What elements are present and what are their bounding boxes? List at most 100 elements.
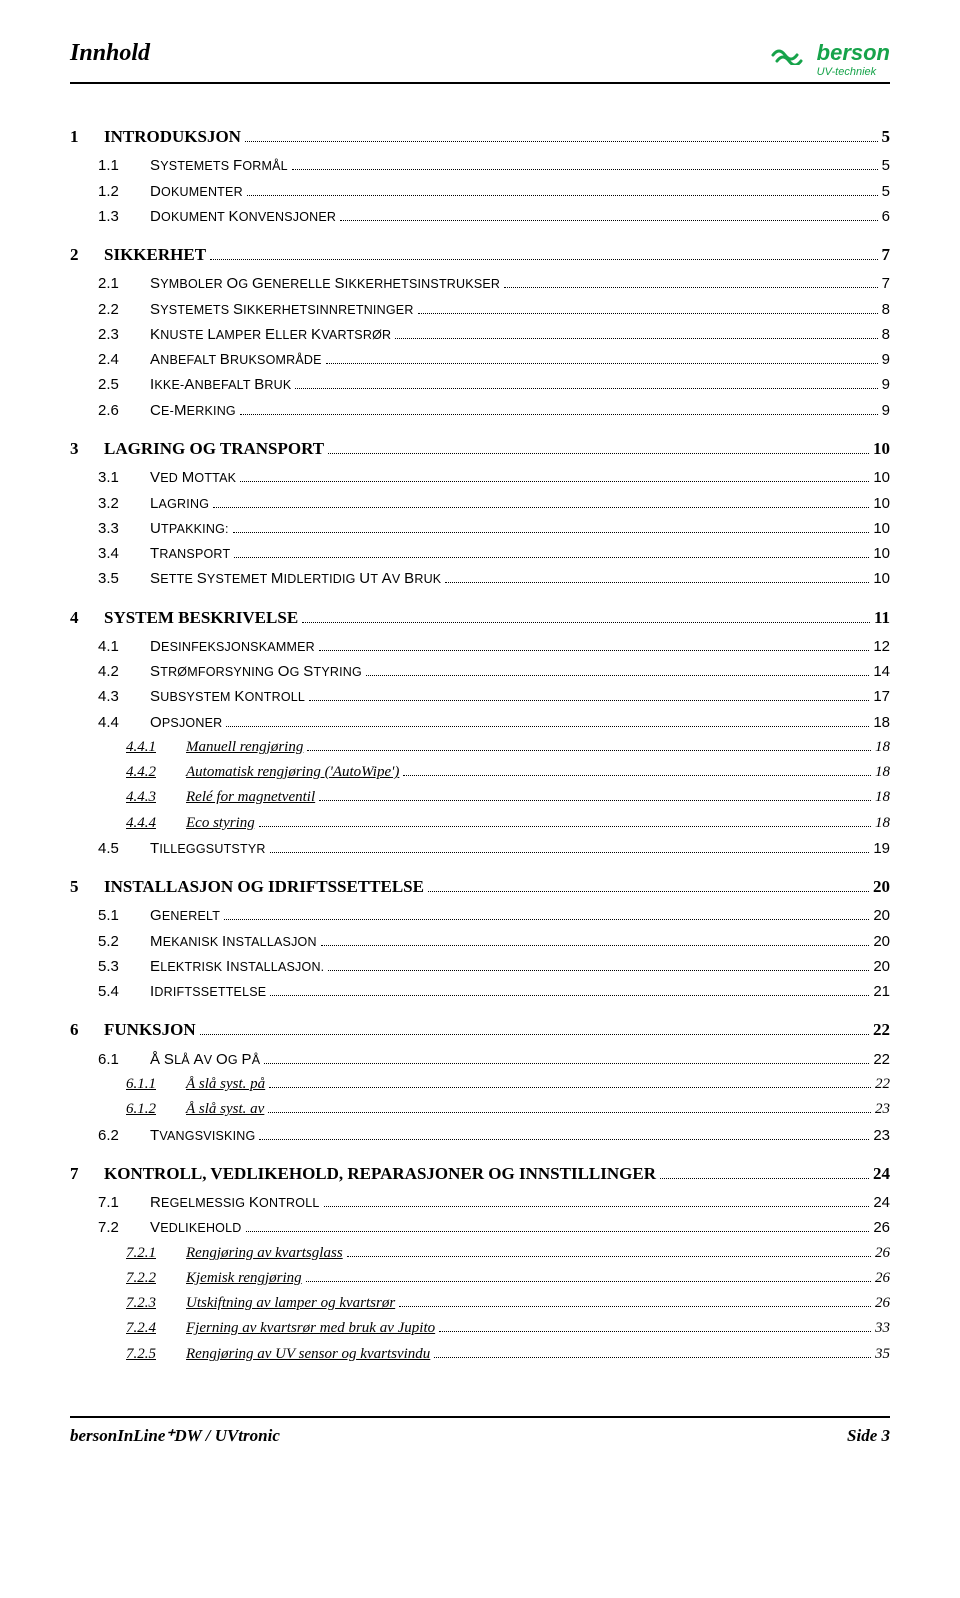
- toc-entry[interactable]: 5INSTALLASJON OG IDRIFTSSETTELSE20: [70, 874, 890, 900]
- toc-entry[interactable]: 3.1VED MOTTAK10: [98, 466, 890, 489]
- toc-page: 22: [875, 1073, 890, 1096]
- toc-entry[interactable]: 2.3KNUSTE LAMPER ELLER KVARTSRØR8: [98, 323, 890, 346]
- toc-label: SUBSYSTEM KONTROLL: [150, 685, 305, 708]
- toc-entry[interactable]: 4.1DESINFEKSJONSKAMMER12: [98, 635, 890, 658]
- toc-label: Automatisk rengjøring ('AutoWipe'): [186, 761, 399, 784]
- toc-leader: [434, 1357, 871, 1358]
- toc-number: 6.1: [98, 1048, 150, 1071]
- toc-leader: [324, 1206, 870, 1207]
- toc-number: 4.4.4: [126, 812, 186, 835]
- toc-entry[interactable]: 6.1Å SLÅ AV OG PÅ22: [98, 1048, 890, 1071]
- toc-label: DESINFEKSJONSKAMMER: [150, 635, 315, 658]
- toc-entry[interactable]: 7.2.5Rengjøring av UV sensor og kvartsvi…: [126, 1343, 890, 1366]
- toc-label: Utskiftning av lamper og kvartsrør: [186, 1292, 395, 1315]
- toc-label: INSTALLASJON OG IDRIFTSSETTELSE: [104, 874, 424, 900]
- toc-entry[interactable]: 1.3DOKUMENT KONVENSJONER6: [98, 205, 890, 228]
- toc-leader: [295, 388, 877, 389]
- toc-label: Rengjøring av UV sensor og kvartsvindu: [186, 1343, 430, 1366]
- toc-leader: [234, 557, 869, 558]
- toc-entry[interactable]: 2.6CE-MERKING9: [98, 399, 890, 422]
- toc-number: 3: [70, 436, 104, 462]
- toc-label: DOKUMENTER: [150, 180, 243, 203]
- toc-page: 8: [882, 323, 890, 346]
- toc-entry[interactable]: 2.1SYMBOLER OG GENERELLE SIKKERHETSINSTR…: [98, 272, 890, 295]
- toc-leader: [269, 1087, 871, 1088]
- toc-leader: [213, 507, 869, 508]
- toc-entry[interactable]: 1.1SYSTEMETS FORMÅL5: [98, 154, 890, 177]
- toc-page: 23: [875, 1098, 890, 1121]
- toc-number: 7.2.4: [126, 1317, 186, 1340]
- toc-entry[interactable]: 7.2.2Kjemisk rengjøring26: [126, 1267, 890, 1290]
- toc-entry[interactable]: 4.4OPSJONER18: [98, 711, 890, 734]
- toc-entry[interactable]: 1.2DOKUMENTER5: [98, 180, 890, 203]
- toc-entry[interactable]: 4.2STRØMFORSYNING OG STYRING14: [98, 660, 890, 683]
- toc-entry[interactable]: 7.1REGELMESSIG KONTROLL24: [98, 1191, 890, 1214]
- toc-page: 12: [873, 635, 890, 658]
- toc-page: 35: [875, 1343, 890, 1366]
- toc-label: MEKANISK INSTALLASJON: [150, 930, 317, 953]
- toc-leader: [660, 1178, 869, 1179]
- toc-label: REGELMESSIG KONTROLL: [150, 1191, 320, 1214]
- toc-entry[interactable]: 4.5TILLEGGSUTSTYR19: [98, 837, 890, 860]
- toc-entry[interactable]: 7.2VEDLIKEHOLD26: [98, 1216, 890, 1239]
- toc-leader: [319, 650, 869, 651]
- toc-entry[interactable]: 3.3UTPAKKING:10: [98, 517, 890, 540]
- toc-entry[interactable]: 5.4 IDRIFTSSETTELSE21: [98, 980, 890, 1003]
- toc-entry[interactable]: 2.2SYSTEMETS SIKKERHETSINNRETNINGER8: [98, 298, 890, 321]
- toc-page: 24: [873, 1191, 890, 1214]
- toc-entry[interactable]: 4.4.2Automatisk rengjøring ('AutoWipe')1…: [126, 761, 890, 784]
- toc-entry[interactable]: 4SYSTEM BESKRIVELSE11: [70, 605, 890, 631]
- toc-entry[interactable]: 1INTRODUKSJON5: [70, 124, 890, 150]
- toc-page: 5: [882, 124, 891, 150]
- toc-page: 7: [882, 242, 891, 268]
- toc-page: 26: [875, 1242, 890, 1265]
- toc-entry[interactable]: 6.1.1Å slå syst. på22: [126, 1073, 890, 1096]
- toc-label: Fjerning av kvartsrør med bruk av Jupito: [186, 1317, 435, 1340]
- wave-icon: [771, 41, 811, 65]
- toc-entry[interactable]: 3.4TRANSPORT10: [98, 542, 890, 565]
- toc-entry[interactable]: 6FUNKSJON22: [70, 1017, 890, 1043]
- toc-label: Eco styring: [186, 812, 255, 835]
- toc-entry[interactable]: 5.3ELEKTRISK INSTALLASJON.20: [98, 955, 890, 978]
- toc-leader: [240, 414, 878, 415]
- toc-number: 4.2: [98, 660, 150, 683]
- toc-entry[interactable]: 4.4.4Eco styring18: [126, 812, 890, 835]
- toc-entry[interactable]: 7.2.3Utskiftning av lamper og kvartsrør2…: [126, 1292, 890, 1315]
- toc-entry[interactable]: 3.5SETTE SYSTEMET MIDLERTIDIG UT AV BRUK…: [98, 567, 890, 590]
- toc-label: Rengjøring av kvartsglass: [186, 1242, 343, 1265]
- toc-page: 10: [873, 542, 890, 565]
- toc-entry[interactable]: 2.4ANBEFALT BRUKSOMRÅDE9: [98, 348, 890, 371]
- toc-entry[interactable]: 6.1.2Å slå syst. av23: [126, 1098, 890, 1121]
- toc-label: SYMBOLER OG GENERELLE SIKKERHETSINSTRUKS…: [150, 272, 500, 295]
- toc-entry[interactable]: 4.4.3Relé for magnetventil18: [126, 786, 890, 809]
- toc-entry[interactable]: 6.2TVANGSVISKING23: [98, 1124, 890, 1147]
- toc-page: 14: [873, 660, 890, 683]
- toc-label: GENERELT: [150, 904, 220, 927]
- toc-entry[interactable]: 3.2 LAGRING10: [98, 492, 890, 515]
- toc-label: VEDLIKEHOLD: [150, 1216, 242, 1239]
- toc-leader: [240, 481, 869, 482]
- toc-entry[interactable]: 2SIKKERHET7: [70, 242, 890, 268]
- toc-number: 3.1: [98, 466, 150, 489]
- toc-number: 2.6: [98, 399, 150, 422]
- toc-leader: [270, 995, 869, 996]
- toc-entry[interactable]: 5.1GENERELT20: [98, 904, 890, 927]
- toc-entry[interactable]: 4.3SUBSYSTEM KONTROLL17: [98, 685, 890, 708]
- toc-entry[interactable]: 5.2MEKANISK INSTALLASJON20: [98, 930, 890, 953]
- toc-number: 4.4.2: [126, 761, 186, 784]
- toc-label: Å slå syst. av: [186, 1098, 264, 1121]
- toc-entry[interactable]: 7KONTROLL, VEDLIKEHOLD, REPARASJONER OG …: [70, 1161, 890, 1187]
- toc-label: LAGRING: [150, 492, 209, 515]
- toc-entry[interactable]: 4.4.1Manuell rengjøring18: [126, 736, 890, 759]
- toc-page: 5: [882, 154, 890, 177]
- toc-number: 3.3: [98, 517, 150, 540]
- toc-entry[interactable]: 2.5IKKE-ANBEFALT BRUK9: [98, 373, 890, 396]
- toc-entry[interactable]: 7.2.4Fjerning av kvartsrør med bruk av J…: [126, 1317, 890, 1340]
- toc-entry[interactable]: 3LAGRING OG TRANSPORT10: [70, 436, 890, 462]
- toc-entry[interactable]: 7.2.1Rengjøring av kvartsglass26: [126, 1242, 890, 1265]
- toc-number: 1.1: [98, 154, 150, 177]
- toc-page: 21: [873, 980, 890, 1003]
- toc-number: 3.5: [98, 567, 150, 590]
- toc-leader: [226, 726, 869, 727]
- footer-left: bersonInLine⁺DW / UVtronic: [70, 1426, 280, 1446]
